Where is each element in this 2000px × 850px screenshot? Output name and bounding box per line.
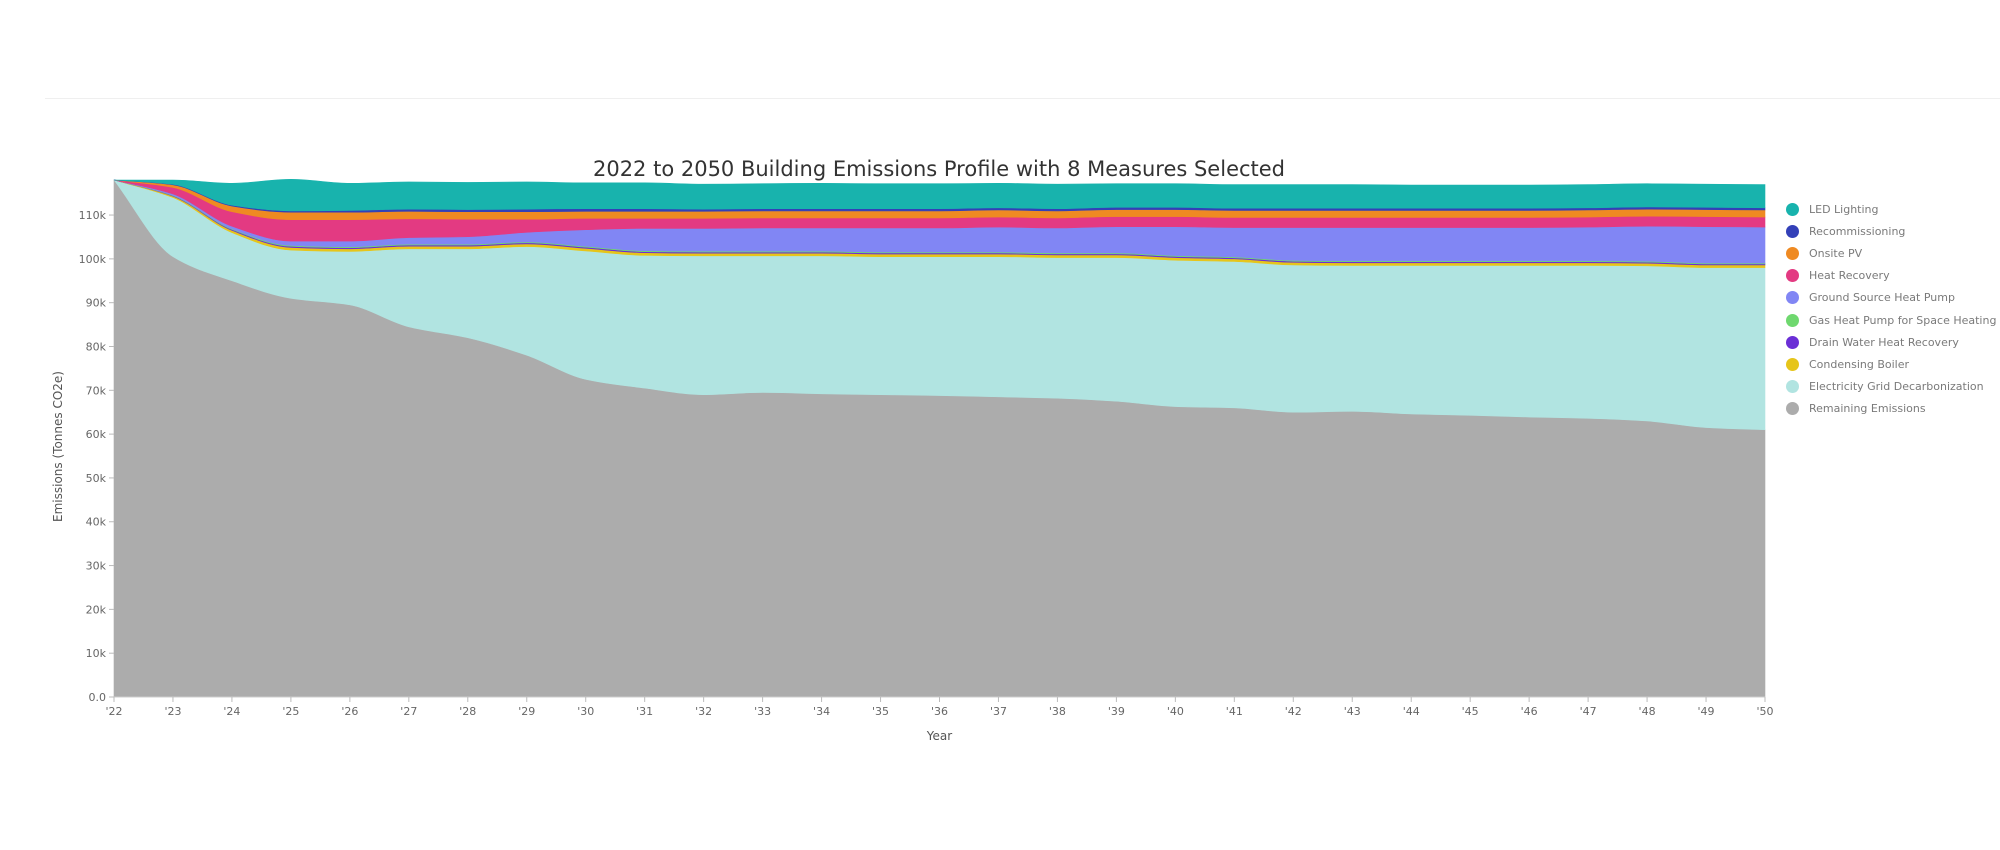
x-tick-label: '28 [459,705,476,718]
x-tick-label: '46 [1521,705,1538,718]
x-tick-label: '24 [223,705,240,718]
legend-label: Heat Recovery [1809,269,1890,283]
legend-label: Remaining Emissions [1809,402,1926,416]
x-tick-label: '35 [872,705,889,718]
x-axis: '22 '23 '24 '25 '26 '27 '28 '29 '30 '31 '32 '33 '34 '… [105,697,1774,718]
x-tick-label: '31 [636,705,653,718]
legend-swatch [1786,402,1799,416]
legend-swatch [1786,246,1799,260]
legend-item-gas-heat-pump-for-space-heating[interactable]: Gas Heat Pump for Space Heating [1786,309,1996,331]
x-tick-label: '39 [1108,705,1125,718]
area-led-lighting [113,179,1766,212]
x-tick-label: '40 [1167,705,1184,718]
x-axis-title: Year [926,729,952,743]
y-tick-label: 0.0 [89,691,107,704]
y-axis-title: Emissions (Tonnes CO2e) [51,371,65,522]
x-tick-label: '49 [1698,705,1715,718]
x-tick-label: '26 [341,705,358,718]
legend-label: Ground Source Heat Pump [1809,291,1955,305]
legend-item-led-lighting[interactable]: LED Lighting [1786,198,1996,220]
legend-swatch [1786,357,1799,371]
legend-label: Electricity Grid Decarbonization [1809,380,1984,394]
x-tick-label: '25 [282,705,299,718]
x-tick-label: '23 [164,705,181,718]
legend-item-onsite-pv[interactable]: Onsite PV [1786,242,1996,264]
y-tick-label: 90k [86,297,107,310]
legend-swatch [1786,380,1799,394]
x-tick-label: '44 [1403,705,1420,718]
x-tick-label: '32 [695,705,712,718]
x-tick-label: '33 [754,705,771,718]
x-tick-label: '34 [813,705,830,718]
x-tick-label: '22 [105,705,122,718]
x-tick-label: '27 [400,705,417,718]
legend-item-ground-source-heat-pump[interactable]: Ground Source Heat Pump [1786,287,1996,309]
legend-swatch [1786,291,1799,305]
y-tick-label: 20k [86,603,107,616]
legend-label: Recommissioning [1809,224,1906,238]
legend-swatch [1786,224,1799,238]
y-tick-label: 10k [86,647,107,660]
x-tick-label: '41 [1226,705,1243,718]
legend-item-remaining-emissions[interactable]: Remaining Emissions [1786,398,1996,420]
legend-swatch [1786,313,1799,327]
legend-label: Gas Heat Pump for Space Heating [1809,313,1997,327]
chart-title: 2022 to 2050 Building Emissions Profile … [592,157,1286,181]
x-tick-label: '36 [931,705,948,718]
x-tick-label: '29 [518,705,535,718]
y-tick-label: 30k [86,560,107,573]
x-tick-label: '30 [577,705,594,718]
legend-label: LED Lighting [1809,202,1879,216]
y-tick-label: 100k [79,253,107,266]
legend-swatch [1786,335,1799,349]
y-tick-label: 80k [86,340,107,353]
y-tick-label: 50k [86,472,107,485]
legend-label: Condensing Boiler [1809,357,1910,371]
legend-item-electricity-grid-decarbonization[interactable]: Electricity Grid Decarbonization [1786,376,1996,398]
x-tick-label: '42 [1285,705,1302,718]
legend-item-drain-water-heat-recovery[interactable]: Drain Water Heat Recovery [1786,331,1996,353]
legend-item-recommissioning[interactable]: Recommissioning [1786,220,1996,242]
legend-item-heat-recovery[interactable]: Heat Recovery [1786,265,1996,287]
y-tick-label: 40k [86,516,107,529]
x-tick-label: '45 [1462,705,1479,718]
x-tick-label: '43 [1344,705,1361,718]
x-tick-label: '48 [1639,705,1656,718]
y-tick-label: 70k [86,384,107,397]
y-axis: 0.0 10k 20k 30k 40k 50k 60k 70k 80k 90k 100k 110k [79,209,114,704]
x-tick-label: '37 [990,705,1007,718]
legend-label: Drain Water Heat Recovery [1809,335,1959,349]
legend-swatch [1786,269,1799,283]
header-divider [45,98,2000,99]
legend-label: Onsite PV [1809,246,1863,260]
x-tick-label: '50 [1756,705,1773,718]
x-tick-label: '38 [1049,705,1066,718]
y-tick-label: 60k [86,428,107,441]
y-tick-label: 110k [79,209,107,222]
area-series-group [113,179,1766,698]
legend-item-condensing-boiler[interactable]: Condensing Boiler [1786,353,1996,375]
legend-swatch [1786,202,1799,216]
x-tick-label: '47 [1580,705,1597,718]
chart-legend: LED Lighting Recommissioning Onsite PV Heat… [1786,198,1996,420]
